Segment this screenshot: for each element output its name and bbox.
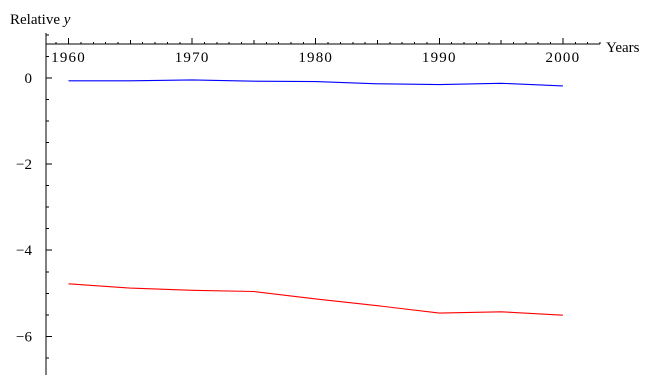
series-line-2: [68, 283, 563, 316]
y-tick-label: 0: [25, 71, 33, 87]
series-line-1: [68, 79, 563, 87]
series-lines: [68, 79, 563, 316]
x-tick-label: 1970: [175, 50, 210, 66]
x-tick-label: 1960: [51, 50, 86, 66]
y-axis-label-variable: y: [62, 12, 71, 28]
x-tick-label: 1990: [422, 50, 457, 66]
y-tick-label: −4: [16, 243, 32, 259]
y-tick-label: −2: [16, 157, 32, 173]
x-tick-label: 1980: [298, 50, 333, 66]
x-axis-label: Years: [606, 40, 640, 56]
y-axis-label-prefix: Relative: [10, 12, 64, 28]
y-axis-label: Relative y: [10, 12, 71, 28]
y-tick-label: −6: [16, 329, 32, 345]
axes: 1960 1970 1980 1990 2000 0 −2 −4 −6: [16, 33, 601, 375]
x-tick-label: 2000: [546, 50, 581, 66]
